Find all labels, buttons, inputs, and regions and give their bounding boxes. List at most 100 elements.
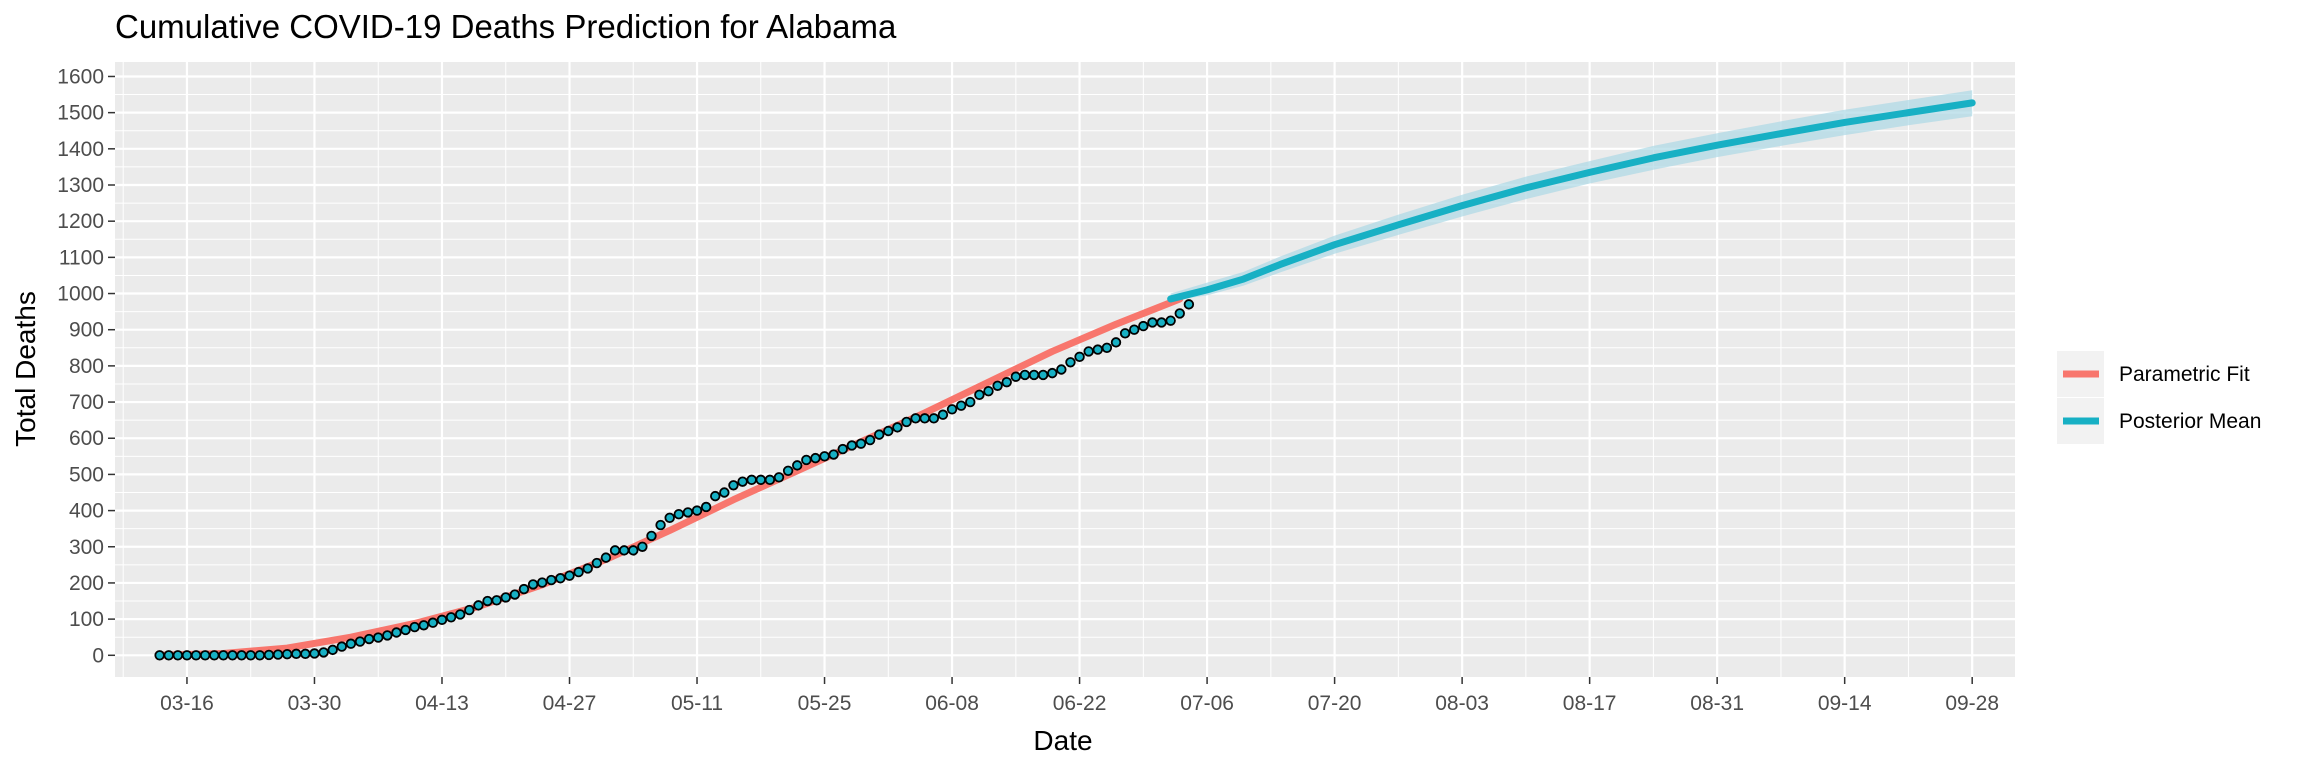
observed-point xyxy=(163,650,174,661)
observed-point xyxy=(1065,357,1076,368)
observed-point xyxy=(345,638,357,649)
y-tick-label: 200 xyxy=(69,572,104,595)
series-lines xyxy=(156,99,1976,659)
observed-point xyxy=(500,592,511,603)
x-tick-label: 05-11 xyxy=(671,692,723,715)
observed-point xyxy=(354,636,366,647)
y-tick-label: 400 xyxy=(69,500,104,523)
observed-point xyxy=(391,627,402,638)
observed-point xyxy=(245,650,256,661)
observed-point xyxy=(846,440,858,451)
observed-point xyxy=(655,519,666,531)
y-tick-label: 700 xyxy=(69,391,104,414)
observed-point xyxy=(965,396,976,408)
observed-point xyxy=(801,454,812,466)
observed-point xyxy=(782,465,794,476)
x-tick-label: 08-17 xyxy=(1563,692,1617,715)
x-tick-label: 08-31 xyxy=(1690,692,1744,715)
x-tick-label: 03-16 xyxy=(160,692,214,715)
observed-point xyxy=(1183,299,1195,310)
observed-point xyxy=(254,650,266,661)
observed-point xyxy=(1092,344,1103,355)
x-tick-label: 06-22 xyxy=(1053,692,1107,715)
observed-point xyxy=(710,490,721,502)
observed-point xyxy=(937,409,949,420)
y-tick-label: 1100 xyxy=(59,246,104,269)
observed-point xyxy=(673,509,685,520)
observed-point xyxy=(327,644,338,656)
observed-point xyxy=(427,617,439,628)
observed-point xyxy=(946,404,958,415)
y-tick-label: 1000 xyxy=(57,283,104,306)
observed-point xyxy=(573,566,584,578)
observed-point xyxy=(363,633,375,645)
observed-point xyxy=(691,505,703,516)
observed-point xyxy=(1037,369,1049,381)
observed-point xyxy=(555,573,566,584)
observed-point xyxy=(464,604,475,616)
observed-point xyxy=(1056,364,1067,375)
observed-point xyxy=(737,476,748,487)
observed-point xyxy=(1074,351,1085,363)
observed-point xyxy=(236,650,247,661)
observed-point xyxy=(209,650,220,661)
parametric-fit-line xyxy=(156,295,1184,659)
observed-point xyxy=(527,579,539,590)
observed-point xyxy=(1028,369,1040,381)
observed-point xyxy=(819,451,830,462)
observed-point xyxy=(1083,346,1094,357)
observed-point xyxy=(1101,342,1113,353)
observed-point xyxy=(837,443,848,455)
observed-point xyxy=(1129,324,1140,335)
observed-point xyxy=(281,649,293,660)
observed-point xyxy=(1156,317,1167,328)
legend-label: Parametric Fit xyxy=(2119,363,2250,386)
observed-point xyxy=(646,530,657,542)
observed-point xyxy=(455,609,466,620)
observed-point xyxy=(628,545,639,556)
x-tick-label: 07-20 xyxy=(1308,692,1362,715)
observed-point xyxy=(591,557,603,569)
x-tick-label: 03-30 xyxy=(288,692,342,715)
observed-point xyxy=(892,422,903,433)
observed-point xyxy=(318,647,329,658)
observed-point xyxy=(400,624,411,636)
observed-point xyxy=(336,641,347,652)
observed-point xyxy=(536,577,548,588)
observed-point xyxy=(518,583,530,595)
y-tick-label: 1500 xyxy=(57,102,104,125)
observed-point xyxy=(1138,320,1149,332)
y-tick-label: 900 xyxy=(69,319,104,342)
observed-point xyxy=(682,507,694,518)
observed-point xyxy=(1010,371,1022,382)
observed-point xyxy=(564,570,575,581)
posterior-mean-line xyxy=(1167,99,1976,303)
x-tick-label: 07-06 xyxy=(1180,692,1234,715)
observed-point xyxy=(664,512,675,524)
observed-points xyxy=(154,299,1195,661)
credible-band xyxy=(1170,90,1973,301)
observed-point xyxy=(1165,315,1176,326)
observed-point xyxy=(190,650,202,661)
observed-point xyxy=(810,452,821,464)
observed-point xyxy=(864,434,876,446)
observed-point xyxy=(901,416,912,428)
observed-point xyxy=(227,650,238,661)
y-tick-label: 1200 xyxy=(57,210,104,233)
observed-point xyxy=(955,400,967,411)
observed-point xyxy=(1019,369,1031,381)
observed-point xyxy=(746,474,757,486)
observed-point xyxy=(609,545,621,556)
y-axis-title: Total Deaths xyxy=(10,291,41,447)
observed-point xyxy=(1174,308,1185,319)
observed-point xyxy=(418,620,429,631)
y-tick-label: 1400 xyxy=(57,138,104,161)
x-tick-label: 04-13 xyxy=(415,692,469,715)
observed-point xyxy=(482,595,493,607)
observed-point xyxy=(181,650,193,661)
x-axis-title: Date xyxy=(1033,725,1092,756)
y-tick-label: 1600 xyxy=(57,65,104,88)
observed-point xyxy=(764,474,776,486)
observed-point xyxy=(263,649,275,661)
